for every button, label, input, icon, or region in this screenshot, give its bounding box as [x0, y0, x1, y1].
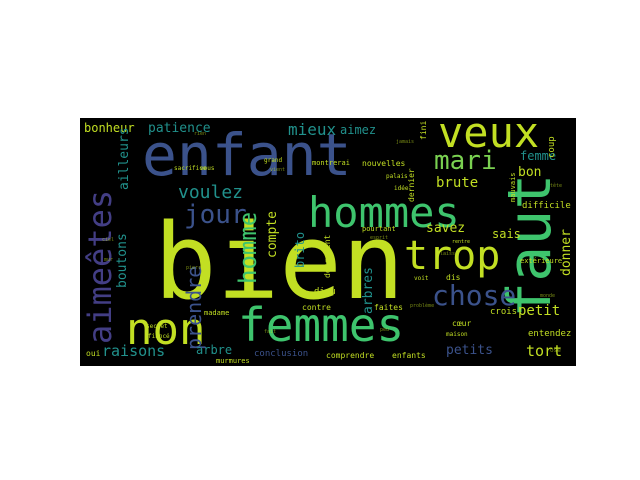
word-exterieure: extérieure [520, 257, 563, 265]
word-bien: bien [154, 201, 405, 323]
word-femme: femme [520, 149, 557, 163]
word-sais: sais [492, 227, 521, 241]
word-petits: petits [446, 343, 493, 358]
word-coup: coup [547, 136, 557, 158]
word-tete: tête [550, 183, 563, 189]
word-voulez: voulez [178, 182, 244, 203]
word-devraient: devraient [323, 234, 332, 278]
word-veux: veux [438, 118, 540, 157]
word-trop: trop [404, 233, 501, 279]
word-fini: fini [419, 120, 428, 140]
word-monde: monde [540, 293, 556, 299]
word-oui: oui [86, 349, 101, 358]
word-entendez: entendez [528, 329, 572, 339]
word-grand: grand [264, 157, 283, 164]
word-brito: brito [293, 231, 307, 268]
word-dieu: dieu [314, 287, 336, 297]
word-contre: contre [302, 303, 331, 312]
word-dernier: dernier [407, 168, 416, 202]
word-crois: crois [490, 307, 518, 317]
word-esprit: esprit [370, 235, 389, 241]
word-brute: brute [436, 175, 479, 191]
word-nouvelles: nouvelles [362, 159, 406, 168]
word-petit: petit [518, 303, 561, 319]
word-patience: patience [148, 121, 211, 136]
word-mari: mari [434, 146, 497, 176]
word-ailleurs: ailleurs [117, 127, 132, 190]
word-homme: homme [234, 211, 262, 284]
word-aimeetes: aimeêtes [81, 189, 119, 344]
word-mieux: mieux [288, 120, 337, 139]
word-vient: vient [270, 167, 286, 173]
word-cloud: bien enfant faut femmes hommes veux non … [80, 118, 576, 366]
word-rien: rien [194, 131, 207, 137]
word-coeur: cœur [452, 319, 472, 328]
word-savez: savez [426, 221, 466, 236]
word-bon: bon [518, 165, 542, 180]
word-palais: palais [386, 173, 408, 180]
word-mauvais: mauvais [509, 172, 517, 202]
word-ose: ose [550, 347, 561, 354]
word-faites: faites [374, 303, 403, 312]
word-tort: tort [526, 342, 563, 360]
word-laisse: laisse [440, 251, 459, 257]
word-pierre: pierre [186, 265, 205, 271]
word-difficile: difficile [522, 201, 571, 211]
word-voit: voit [414, 275, 429, 282]
word-comprendre: comprendre [326, 351, 375, 360]
word-idee: idée [394, 185, 409, 192]
word-ciel: ciel [102, 237, 115, 243]
word-chose: chose [432, 279, 517, 312]
word-rentre: rentre [452, 239, 471, 245]
word-boutons: boutons [115, 233, 130, 288]
word-compte: compte [265, 211, 280, 258]
word-secret: secret [146, 323, 168, 330]
word-jamais: jamais [396, 139, 415, 145]
word-femmes: femmes [238, 298, 405, 352]
word-madame: madame [204, 309, 230, 317]
word-probleme: problème [410, 303, 435, 309]
word-aimez: aimez [340, 123, 377, 137]
word-conclusion: conclusion [254, 349, 309, 359]
word-maison: maison [446, 331, 468, 338]
word-arbre: arbre [196, 343, 233, 357]
word-hommes: hommes [308, 188, 460, 237]
word-mur: mur [104, 257, 114, 263]
word-fait: fait [264, 329, 277, 335]
word-enfants: enfants [392, 351, 426, 360]
word-non: non [126, 304, 206, 355]
word-murmures: murmures [216, 357, 250, 365]
word-pourtant: pourtant [362, 225, 396, 233]
word-montrerai: montrerai [312, 159, 350, 167]
word-dis: dis [446, 273, 461, 282]
word-peu: peu [380, 327, 390, 333]
word-raisons: raisons [102, 342, 166, 360]
word-fiance: fiancé [148, 333, 170, 340]
word-jour: jour [184, 200, 247, 230]
word-prendre: prendre [182, 265, 206, 350]
word-vous: vous [200, 165, 215, 172]
word-sacrifice: sacrifice [174, 165, 207, 172]
word-donner: donner [559, 229, 574, 276]
word-bonheur: bonheur [84, 121, 135, 135]
word-enfant: enfant [142, 121, 352, 189]
